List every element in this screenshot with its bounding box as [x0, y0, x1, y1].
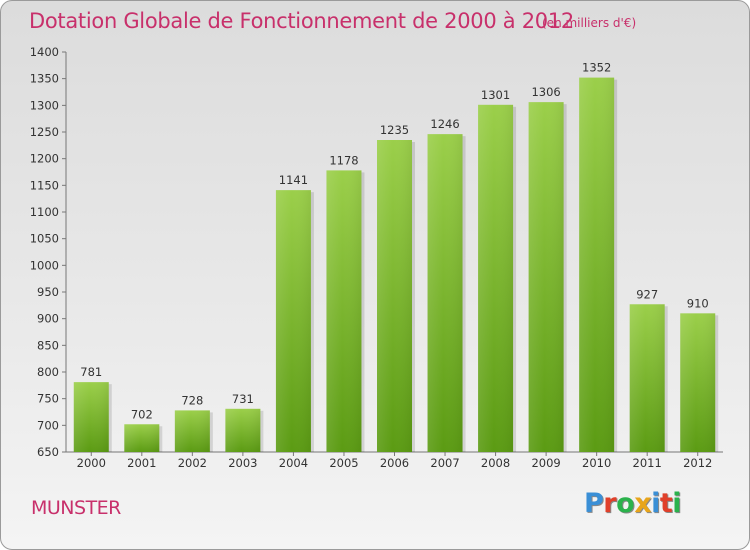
logo-letter: P — [584, 488, 604, 519]
chart-subtitle: (en milliers d'€) — [542, 16, 637, 30]
x-tick-label: 2001 — [127, 456, 156, 470]
bar-highlight — [427, 134, 463, 452]
bar-highlight — [478, 104, 514, 453]
bar-value-label: 1306 — [531, 85, 560, 99]
y-tick-label: 850 — [37, 338, 59, 352]
bar-highlight — [225, 408, 261, 452]
y-tick-label: 1350 — [30, 72, 59, 86]
y-tick-label: 800 — [37, 365, 59, 379]
y-tick-label: 1400 — [30, 45, 59, 59]
bar-value-label: 1141 — [279, 173, 308, 187]
bar-highlight — [275, 190, 311, 452]
bar-value-label: 1235 — [380, 123, 409, 137]
bar-highlight — [680, 313, 716, 452]
city-name: MUNSTER — [31, 497, 121, 519]
bar-value-label: 927 — [636, 287, 658, 301]
bar-value-label: 1352 — [582, 61, 611, 75]
logo-letter: o — [616, 488, 635, 519]
y-tick-label: 1300 — [30, 98, 59, 112]
bar-highlight — [528, 102, 564, 452]
x-tick-label: 2004 — [279, 456, 308, 470]
bar-highlight — [124, 424, 160, 452]
x-tick-label: 2009 — [531, 456, 560, 470]
x-tick-label: 2011 — [633, 456, 662, 470]
y-tick-label: 1100 — [30, 205, 59, 219]
x-tick-label: 2002 — [178, 456, 207, 470]
chart-title: Dotation Globale de Fonctionnement de 20… — [29, 9, 574, 33]
y-tick-label: 1050 — [30, 232, 59, 246]
bar-value-label: 728 — [181, 393, 203, 407]
bar-value-label: 1178 — [329, 153, 358, 167]
bar-highlight — [73, 382, 109, 452]
x-tick-label: 2008 — [481, 456, 510, 470]
bar-value-label: 781 — [80, 365, 102, 379]
y-tick-label: 750 — [37, 392, 59, 406]
bar-highlight — [326, 170, 362, 452]
logo-letter: x — [634, 488, 652, 519]
bar-value-label: 702 — [131, 407, 153, 421]
x-tick-label: 2007 — [430, 456, 459, 470]
proxiti-logo: Proxiti — [584, 488, 694, 528]
bar-value-label: 910 — [687, 296, 709, 310]
bar-highlight — [174, 410, 210, 452]
bar-highlight — [377, 140, 412, 452]
bar-value-label: 1246 — [430, 117, 459, 131]
x-tick-label: 2000 — [77, 456, 106, 470]
y-tick-label: 1150 — [30, 178, 59, 192]
logo-letter: r — [603, 488, 617, 519]
y-tick-label: 700 — [37, 418, 59, 432]
x-tick-label: 2003 — [228, 456, 257, 470]
y-tick-label: 1200 — [30, 152, 59, 166]
y-tick-label: 1000 — [30, 258, 59, 272]
logo-letter: i — [651, 488, 660, 519]
y-tick-label: 900 — [37, 312, 59, 326]
y-tick-label: 650 — [37, 445, 59, 459]
x-tick-label: 2010 — [582, 456, 611, 470]
y-tick-label: 950 — [37, 285, 59, 299]
x-tick-label: 2005 — [329, 456, 358, 470]
y-tick-label: 1250 — [30, 125, 59, 139]
bar-highlight — [629, 304, 665, 452]
bar-highlight — [579, 77, 615, 452]
x-tick-label: 2006 — [380, 456, 409, 470]
logo-letter: i — [672, 488, 682, 519]
logo-letter: t — [659, 488, 673, 519]
x-tick-label: 2012 — [683, 456, 712, 470]
bar-value-label: 1301 — [481, 88, 510, 102]
bar-value-label: 731 — [232, 392, 254, 406]
